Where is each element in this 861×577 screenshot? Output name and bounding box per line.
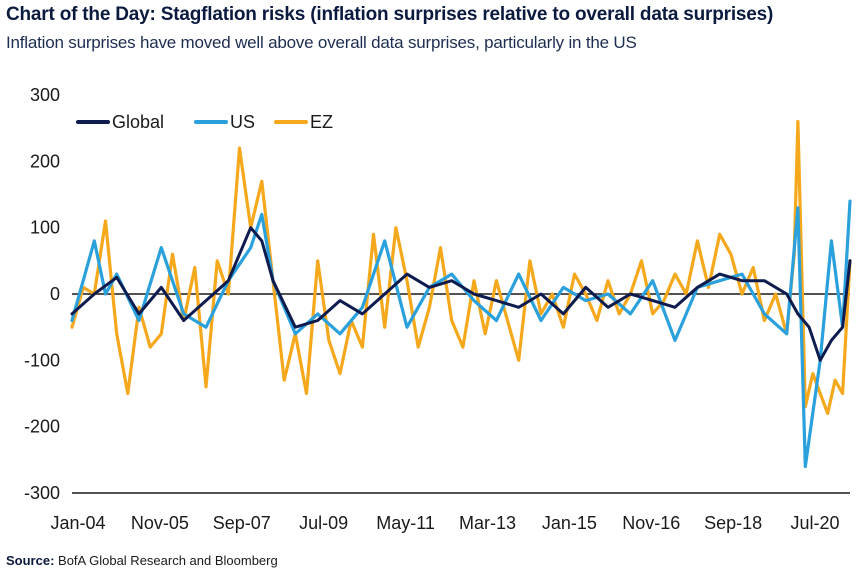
y-tick-label: -200 (24, 417, 60, 437)
legend-label-us: US (230, 112, 255, 132)
x-tick-label: Nov-05 (131, 513, 189, 533)
y-tick-label: 200 (30, 151, 60, 171)
chart-legend: Global US EZ (76, 112, 333, 132)
chart-series (70, 119, 852, 469)
x-tick-label: May-11 (376, 513, 435, 533)
x-tick-label: Jan-15 (542, 513, 597, 533)
series-line-us (70, 199, 852, 469)
x-tick-label: Jul-20 (791, 513, 840, 533)
source-note: Source: BofA Global Research and Bloombe… (6, 553, 278, 568)
source-text: BofA Global Research and Bloomberg (58, 553, 278, 568)
y-tick-label: 0 (50, 284, 60, 304)
legend-label-global: Global (112, 112, 164, 132)
x-tick-label: Sep-18 (704, 513, 762, 533)
y-tick-label: 100 (30, 218, 60, 238)
chart-subtitle: Inflation surprises have moved well abov… (6, 33, 637, 52)
legend-label-ez: EZ (310, 112, 333, 132)
chart-title: Chart of the Day: Stagflation risks (inf… (6, 4, 774, 25)
x-tick-label: Nov-16 (622, 513, 680, 533)
y-tick-label: -300 (24, 483, 60, 503)
x-tick-label: Jan-04 (50, 513, 105, 533)
chart-axes: 300 200 100 0 -100 -200 -300 Jan-04 Nov-05 Sep-07… (24, 85, 850, 533)
series-line-global (70, 226, 852, 362)
x-tick-label: Sep-07 (213, 513, 271, 533)
series-line-ez (70, 119, 852, 415)
y-tick-label: 300 (30, 85, 60, 105)
y-tick-label: -100 (24, 350, 60, 370)
x-tick-label: Mar-13 (459, 513, 516, 533)
x-tick-label: Jul-09 (299, 513, 348, 533)
source-label: Source: (6, 553, 55, 568)
